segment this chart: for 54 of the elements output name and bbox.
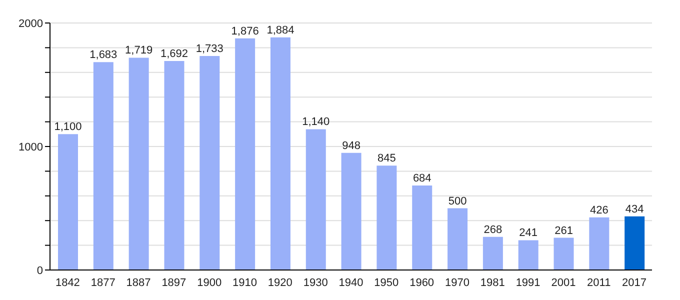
- x-tick-label: 1970: [444, 276, 470, 289]
- bar: [235, 38, 256, 270]
- data-label: 1,876: [231, 25, 259, 38]
- bar: [93, 62, 114, 270]
- bar: [554, 238, 574, 270]
- bar: [518, 240, 538, 270]
- y-tick-label: 0: [36, 264, 43, 277]
- x-tick-label: 1930: [303, 276, 328, 289]
- x-tick-label: 1981: [480, 276, 505, 289]
- data-label: 500: [448, 195, 467, 208]
- x-tick-label: 1877: [90, 276, 116, 289]
- x-tick-label: 2017: [622, 276, 647, 289]
- x-tick-label: 2001: [551, 276, 576, 289]
- x-tick-label: 1842: [55, 276, 80, 289]
- data-label: 434: [625, 203, 644, 216]
- x-tick-label: 1940: [338, 276, 364, 289]
- data-label: 1,100: [54, 121, 82, 134]
- data-label: 1,140: [302, 116, 330, 128]
- data-label: 845: [378, 152, 396, 165]
- x-tick-label: 1910: [232, 276, 258, 289]
- x-tick-label: 1950: [374, 276, 399, 289]
- data-label: 1,692: [160, 48, 188, 60]
- data-label: 1,719: [125, 44, 153, 57]
- data-label: 1,683: [90, 49, 118, 62]
- x-tick-label: 1960: [410, 276, 434, 289]
- data-label: 268: [484, 224, 502, 236]
- bar: [412, 186, 432, 270]
- bar: [341, 152, 362, 270]
- bar: [58, 134, 78, 270]
- bar: [448, 208, 468, 270]
- data-label: 1,884: [266, 24, 294, 36]
- y-tick-label: 1000: [18, 141, 43, 154]
- x-tick-label: 2011: [587, 276, 611, 289]
- x-tick-label: 1887: [126, 276, 151, 289]
- x-tick-label: 1991: [516, 276, 540, 289]
- data-label: 261: [554, 224, 573, 237]
- data-label: 241: [519, 227, 538, 240]
- data-label: 1,733: [196, 42, 224, 55]
- x-tick-label: 1897: [162, 276, 186, 289]
- bar: [624, 216, 645, 270]
- bar: [482, 236, 503, 270]
- bar: [589, 217, 610, 270]
- y-tick-label: 2000: [18, 18, 43, 30]
- bar: [128, 58, 149, 270]
- data-label: 684: [412, 172, 432, 185]
- x-tick-label: 1920: [268, 276, 292, 289]
- bar: [306, 129, 326, 270]
- bar: [164, 61, 184, 270]
- bar: [270, 37, 290, 270]
- x-tick-label: 1900: [197, 276, 222, 289]
- data-label: 948: [342, 140, 360, 152]
- bar: [200, 56, 220, 270]
- bar: [376, 166, 397, 270]
- data-label: 426: [590, 204, 608, 216]
